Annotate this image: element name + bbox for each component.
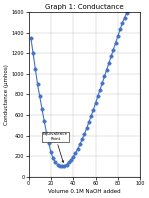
Title: Graph 1: Conductance: Graph 1: Conductance <box>45 4 124 10</box>
Text: Equivalence
Point: Equivalence Point <box>43 132 68 162</box>
Y-axis label: Conductance (µmhos): Conductance (µmhos) <box>4 64 9 125</box>
X-axis label: Volume 0.1M NaOH added: Volume 0.1M NaOH added <box>48 189 121 194</box>
